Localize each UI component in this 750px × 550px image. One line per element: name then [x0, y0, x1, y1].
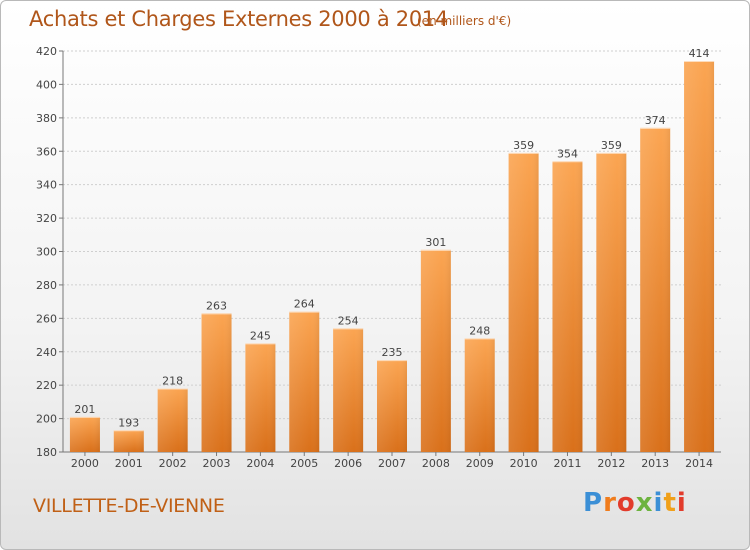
bar-shade	[113, 430, 144, 452]
data-label: 359	[513, 139, 534, 152]
data-label: 354	[557, 147, 578, 160]
y-tick-label: 340	[36, 179, 57, 192]
chart-subtitle: (en milliers d'€)	[417, 14, 512, 28]
bar-shade	[464, 338, 495, 452]
bar-shade	[157, 388, 188, 452]
data-label: 218	[162, 375, 183, 388]
y-tick-label: 180	[36, 446, 57, 459]
bar-shade	[552, 161, 583, 452]
x-tick-label: 2013	[641, 457, 669, 470]
y-tick-label: 420	[36, 45, 57, 58]
x-tick-label: 2003	[203, 457, 231, 470]
data-label: 359	[601, 139, 622, 152]
y-tick-label: 400	[36, 78, 57, 91]
proxiti-logo: Proxiti	[583, 488, 687, 518]
logo-letter: t	[663, 488, 677, 518]
data-label: 235	[382, 346, 403, 359]
city-name: VILLETTE-DE-VIENNE	[33, 495, 225, 517]
bar-shade	[245, 343, 276, 452]
x-tick-label: 2007	[378, 457, 406, 470]
x-tick-label: 2004	[246, 457, 274, 470]
data-label: 264	[294, 298, 315, 311]
x-tick-label: 2005	[290, 457, 318, 470]
y-tick-label: 220	[36, 379, 57, 392]
x-tick-label: 2001	[115, 457, 143, 470]
bar-shade	[596, 152, 627, 452]
y-tick-label: 240	[36, 346, 57, 359]
bar-shade	[684, 61, 715, 453]
data-label: 245	[250, 329, 271, 342]
x-tick-label: 2008	[422, 457, 450, 470]
x-tick-label: 2014	[685, 457, 713, 470]
x-tick-label: 2002	[159, 457, 187, 470]
data-label: 254	[338, 314, 359, 327]
data-label: 263	[206, 299, 227, 312]
x-tick-label: 2009	[466, 457, 494, 470]
logo-letter: P	[583, 488, 604, 518]
logo-letter: o	[616, 488, 636, 518]
data-label: 193	[118, 416, 139, 429]
y-tick-label: 200	[36, 413, 57, 426]
chart-title: Achats et Charges Externes 2000 à 2014	[29, 7, 449, 31]
bar-shade	[289, 311, 320, 452]
data-label: 248	[469, 324, 490, 337]
bar-shade	[201, 313, 232, 452]
data-label: 301	[425, 236, 446, 249]
y-tick-label: 300	[36, 246, 57, 259]
x-tick-label: 2000	[71, 457, 99, 470]
y-tick-label: 280	[36, 279, 57, 292]
bar-shade	[640, 127, 671, 452]
bar-shade	[377, 360, 407, 452]
data-label: 201	[74, 403, 95, 416]
y-tick-label: 260	[36, 312, 57, 325]
x-tick-label: 2012	[597, 457, 625, 470]
logo-letter: r	[603, 488, 617, 518]
data-label: 374	[645, 114, 666, 127]
data-label: 414	[689, 47, 710, 60]
labels: 180 200 220 240 260 280 300 320 340 360 380 400 420 2…	[36, 45, 713, 470]
y-tick-label: 360	[36, 145, 57, 158]
logo-letter: x	[635, 488, 654, 518]
x-tick-label: 2011	[553, 457, 581, 470]
x-tick-label: 2010	[510, 457, 538, 470]
logo-letter: i	[653, 488, 664, 518]
logo-letter: i	[676, 488, 687, 518]
y-tick-label: 320	[36, 212, 57, 225]
x-tick-label: 2006	[334, 457, 362, 470]
bar-shade	[420, 249, 451, 452]
bar-shade	[69, 416, 100, 452]
y-tick-label: 380	[36, 112, 57, 125]
bars	[69, 61, 715, 453]
bar-shade	[508, 152, 539, 452]
bar-shade	[333, 328, 364, 452]
